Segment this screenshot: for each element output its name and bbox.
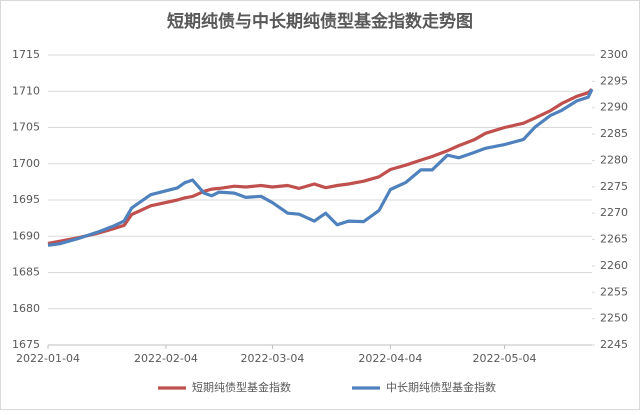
legend-label: 中长期纯债型基金指数: [386, 380, 496, 394]
y-tick-label: 1700: [12, 157, 40, 170]
series-line: [47, 88, 594, 247]
y2-tick-label: 2265: [600, 233, 628, 246]
y2-tick-label: 2275: [600, 180, 628, 193]
y-tick-label: 1710: [12, 84, 40, 97]
y2-tick-label: 2290: [600, 101, 628, 114]
y-tick-label: 1715: [12, 48, 40, 61]
y-tick-label: 1680: [12, 302, 40, 315]
x-tick-label: 2022-01-04: [16, 352, 80, 365]
y2-tick-label: 2285: [600, 127, 628, 140]
y2-tick-label: 2270: [600, 206, 628, 219]
y2-tick-label: 2255: [600, 285, 628, 298]
y-tick-label: 1695: [12, 193, 40, 206]
y-tick-label: 1705: [12, 121, 40, 134]
y2-tick-label: 2245: [600, 338, 628, 351]
y-tick-label: 1685: [12, 266, 40, 279]
series-line: [47, 87, 594, 246]
y2-tick-label: 2295: [600, 74, 628, 87]
x-tick-label: 2022-02-04: [134, 352, 198, 365]
chart-title: 短期纯债与中长期纯债型基金指数走势图: [167, 11, 473, 32]
x-tick-label: 2022-04-04: [358, 352, 422, 365]
y-tick-label: 1675: [12, 338, 40, 351]
y2-tick-label: 2300: [600, 48, 628, 61]
y-tick-label: 1690: [12, 229, 40, 242]
legend-label: 短期纯债型基金指数: [192, 380, 291, 394]
y2-tick-label: 2280: [600, 153, 628, 166]
y2-tick-label: 2250: [600, 312, 628, 325]
x-tick-label: 2022-03-04: [240, 352, 304, 365]
x-tick-label: 2022-05-04: [473, 352, 537, 365]
y2-tick-label: 2260: [600, 259, 628, 272]
